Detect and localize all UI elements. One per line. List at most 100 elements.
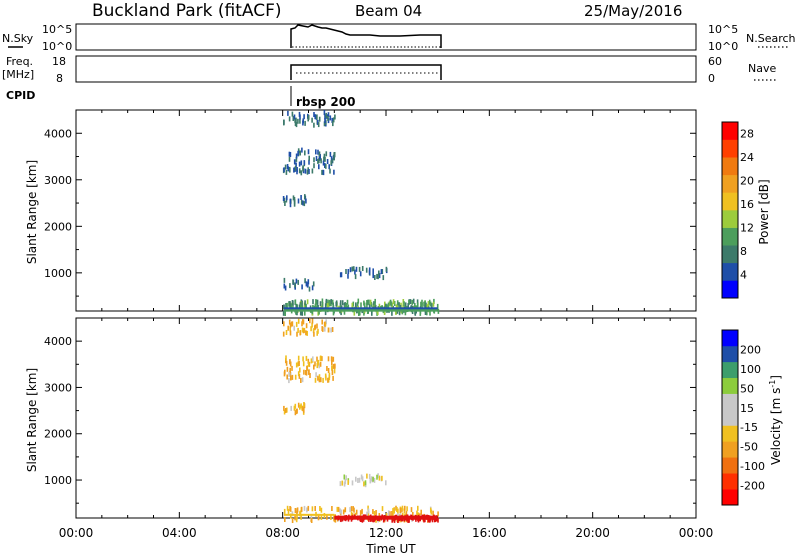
data-point (399, 511, 402, 517)
data-point (404, 302, 407, 308)
data-point (318, 158, 320, 164)
data-point (376, 474, 378, 480)
data-point (332, 310, 335, 316)
data-point (317, 119, 319, 125)
data-point (396, 507, 398, 512)
data-point (327, 299, 329, 305)
data-point (361, 266, 364, 271)
data-point (297, 327, 299, 333)
y-tick-label: 4000 (44, 335, 72, 348)
data-point (321, 169, 323, 175)
data-point (304, 150, 306, 156)
data-point (295, 156, 298, 162)
data-point (352, 301, 355, 307)
data-point (317, 515, 320, 521)
data-point (297, 198, 300, 204)
data-point (378, 273, 381, 279)
data-point (331, 299, 334, 305)
data-point (375, 510, 377, 515)
data-point (296, 507, 299, 513)
data-point (300, 514, 302, 520)
y-tick-label: 3000 (44, 381, 72, 394)
data-point (385, 266, 388, 272)
data-point (391, 517, 393, 523)
data-point (316, 114, 318, 120)
time-tick-label: 12:00 (369, 526, 404, 540)
power-colorbar: Power [dB] 4 8 12 16 20 24 28 (721, 121, 771, 299)
data-point (335, 301, 337, 307)
data-point (314, 377, 317, 383)
data-point (390, 301, 393, 307)
data-point (316, 356, 318, 362)
data-point (326, 303, 329, 309)
data-point (294, 299, 297, 305)
data-point (286, 374, 288, 380)
colorbar-segment (722, 345, 738, 363)
data-point (331, 327, 334, 332)
velocity-xticks (75, 318, 697, 518)
power-colorbar-label: Power [dB] (757, 179, 771, 244)
freq-tick-bottom: 8 (56, 72, 63, 85)
data-point (423, 517, 425, 523)
data-point (306, 366, 308, 371)
data-point (385, 303, 387, 309)
data-point (318, 151, 321, 157)
data-point (291, 518, 294, 523)
data-point (369, 299, 372, 305)
data-point (405, 511, 408, 517)
data-point (349, 267, 352, 273)
data-point (312, 356, 314, 362)
data-point (295, 162, 297, 168)
data-point (344, 507, 347, 513)
data-point (306, 169, 309, 175)
data-point (416, 512, 418, 518)
data-point (300, 378, 302, 383)
colorbar-segment (722, 210, 738, 228)
data-point (290, 303, 292, 309)
colorbar-segment (722, 262, 738, 281)
data-point (306, 282, 309, 288)
colorbar-segment (722, 192, 738, 211)
data-point (378, 513, 381, 518)
data-point (302, 361, 305, 367)
data-point (433, 298, 435, 304)
data-point (297, 279, 299, 285)
colorbar-segment (722, 122, 738, 140)
data-point (404, 505, 406, 511)
data-point (286, 195, 288, 201)
data-point (381, 475, 383, 481)
data-point (295, 309, 297, 315)
data-point (321, 319, 323, 325)
data-point (293, 199, 296, 205)
data-point (324, 156, 326, 162)
data-point (332, 356, 335, 362)
data-point (320, 514, 323, 520)
data-point (296, 511, 298, 517)
data-point (375, 517, 377, 523)
data-point (307, 361, 310, 367)
data-point (323, 156, 325, 162)
data-point (321, 301, 324, 307)
data-point (323, 322, 326, 327)
data-point (377, 310, 379, 316)
data-point (321, 356, 323, 362)
data-point (326, 514, 328, 520)
velocity-colorbar-label: Velocity [m s-1] (768, 375, 783, 465)
data-point (294, 508, 297, 513)
data-point (357, 478, 359, 483)
data-point (355, 266, 358, 272)
data-point (301, 327, 304, 333)
data-point (370, 301, 373, 307)
data-point (303, 201, 306, 207)
data-point (347, 304, 350, 310)
data-point (420, 509, 422, 515)
colorbar-segment (722, 245, 738, 264)
colorbar-segment (722, 425, 738, 442)
data-point (317, 375, 319, 381)
data-point (298, 161, 301, 167)
data-point (305, 330, 307, 336)
data-point (361, 508, 363, 514)
data-point (360, 474, 363, 480)
data-point (368, 269, 371, 275)
data-point (404, 310, 407, 316)
